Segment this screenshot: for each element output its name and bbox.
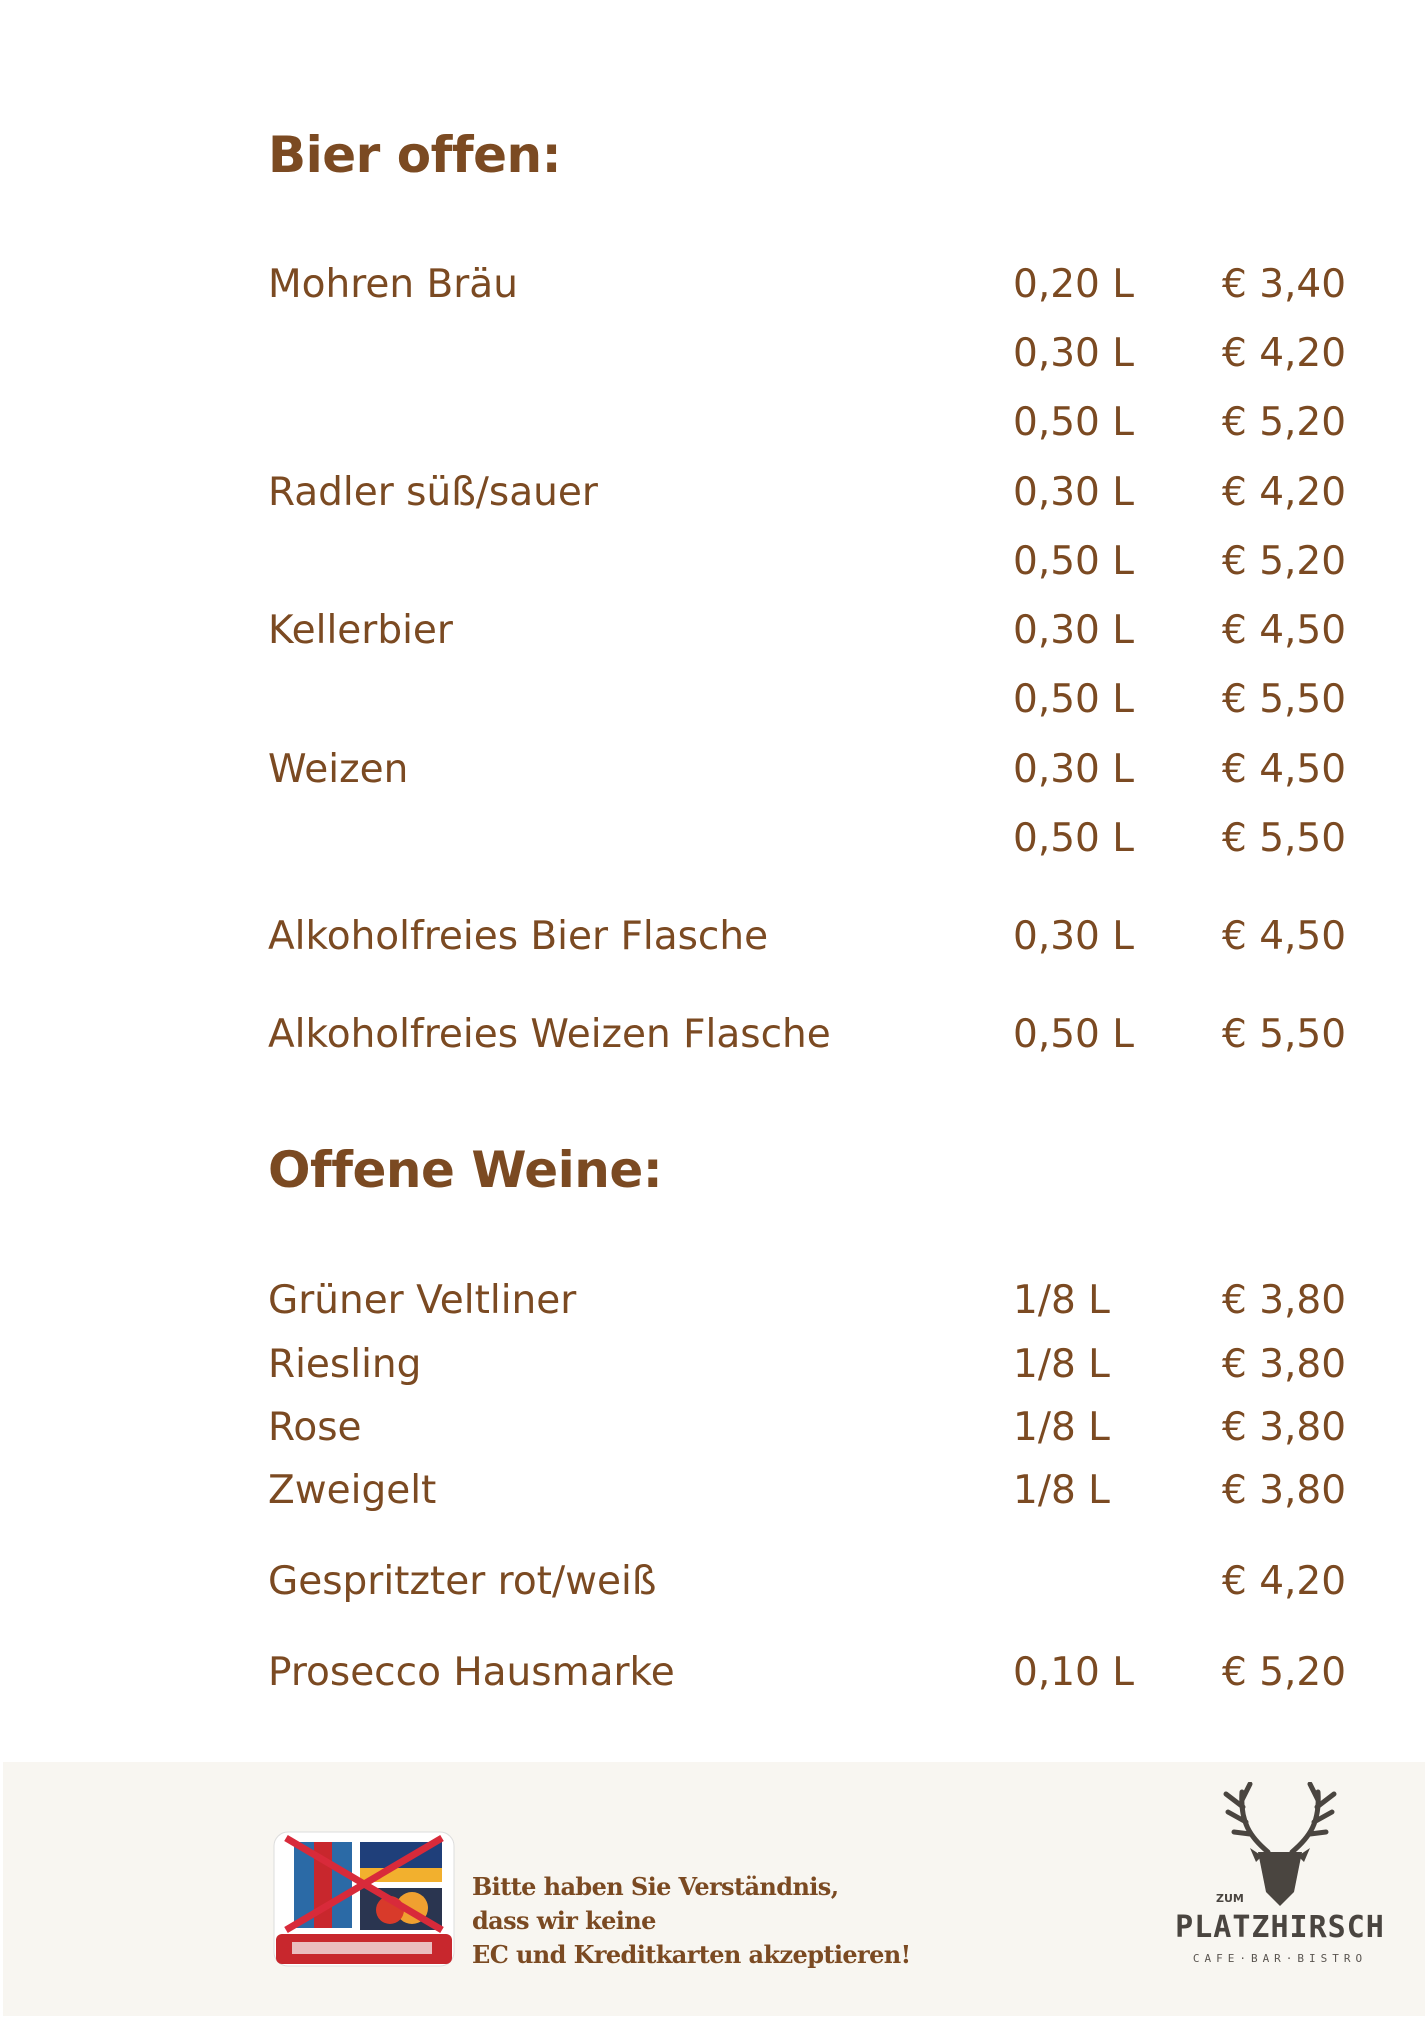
item-price: € 4,20	[1222, 470, 1347, 515]
item-price: € 3,80	[1222, 1405, 1347, 1450]
item-price: € 5,20	[1222, 539, 1347, 584]
menu-item: Prosecco Hausmarke 0,10 L € 5,20	[0, 1648, 1428, 1698]
payment-note-line: EC und Kreditkarten akzeptieren!	[472, 1940, 911, 1969]
wine-heading: Offene Weine:	[268, 1141, 663, 1199]
menu-item: Weizen 0,30 L € 4,50	[0, 745, 1428, 795]
menu-item: Kellerbier 0,30 L € 4,50	[0, 606, 1428, 656]
item-name: Prosecco Hausmarke	[268, 1650, 675, 1695]
item-price: € 3,80	[1222, 1278, 1347, 1323]
item-price: € 3,40	[1222, 262, 1347, 307]
item-price: € 3,80	[1222, 1468, 1347, 1513]
menu-item: Grüner Veltliner 1/8 L € 3,80	[0, 1276, 1428, 1326]
footer	[3, 1762, 1425, 2016]
platzhirsch-logo: ZUM PLATZHIRSCH CAFE·BAR·BISTRO	[1160, 1782, 1400, 1982]
item-volume: 0,50 L	[1013, 677, 1134, 722]
item-name: Radler süß/sauer	[268, 470, 598, 515]
item-volume: 0,50 L	[1013, 816, 1134, 861]
item-price: € 4,50	[1222, 747, 1347, 792]
menu-item: 0,30 L € 4,20	[0, 329, 1428, 379]
item-price: € 5,50	[1222, 677, 1347, 722]
item-volume: 1/8 L	[1013, 1278, 1110, 1323]
logo-subtitle: CAFE·BAR·BISTRO	[1192, 1952, 1368, 1965]
menu-item: 0,50 L € 5,20	[0, 398, 1428, 448]
menu-item: Alkoholfreies Weizen Flasche 0,50 L € 5,50	[0, 1010, 1428, 1060]
item-volume: 0,50 L	[1013, 539, 1134, 584]
item-volume: 0,30 L	[1013, 608, 1134, 653]
item-volume: 1/8 L	[1013, 1405, 1110, 1450]
stag-head-icon	[1223, 1782, 1337, 1906]
menu-item: Riesling 1/8 L € 3,80	[0, 1340, 1428, 1390]
logo-small-text: ZUM	[1216, 1892, 1244, 1905]
item-name: Rose	[268, 1405, 362, 1450]
menu-item: Alkoholfreies Bier Flasche 0,30 L € 4,50	[0, 912, 1428, 962]
item-volume: 0,30 L	[1013, 470, 1134, 515]
item-volume: 0,50 L	[1013, 1012, 1134, 1057]
item-price: € 5,50	[1222, 1012, 1347, 1057]
item-volume: 0,50 L	[1013, 400, 1134, 445]
item-price: € 5,20	[1222, 400, 1347, 445]
item-price: € 3,80	[1222, 1342, 1347, 1387]
menu-item: 0,50 L € 5,50	[0, 814, 1428, 864]
item-name: Mohren Bräu	[268, 262, 518, 307]
menu-item: Rose 1/8 L € 3,80	[0, 1403, 1428, 1453]
item-name: Weizen	[268, 747, 409, 792]
item-price: € 4,20	[1222, 331, 1347, 376]
item-name: Riesling	[268, 1342, 422, 1387]
menu-item: Gespritzter rot/weiß € 4,20	[0, 1557, 1428, 1607]
item-name: Alkoholfreies Weizen Flasche	[268, 1012, 831, 1057]
item-volume: 0,30 L	[1013, 914, 1134, 959]
item-name: Alkoholfreies Bier Flasche	[268, 914, 769, 959]
item-volume: 0,10 L	[1013, 1650, 1134, 1695]
payment-note-line: dass wir keine	[472, 1906, 656, 1935]
item-volume: 0,30 L	[1013, 331, 1134, 376]
item-name: Gespritzter rot/weiß	[268, 1559, 657, 1604]
item-volume: 1/8 L	[1013, 1468, 1110, 1513]
item-name: Grüner Veltliner	[268, 1278, 577, 1323]
menu-item: 0,50 L € 5,20	[0, 537, 1428, 587]
item-price: € 5,20	[1222, 1650, 1347, 1695]
no-card-payment-icon	[273, 1831, 455, 1967]
item-volume: 0,30 L	[1013, 747, 1134, 792]
item-volume: 1/8 L	[1013, 1342, 1110, 1387]
logo-name: PLATZHIRSCH	[1175, 1910, 1385, 1945]
item-price: € 4,50	[1222, 608, 1347, 653]
item-name: Kellerbier	[268, 608, 453, 653]
item-price: € 5,50	[1222, 816, 1347, 861]
item-name: Zweigelt	[268, 1468, 437, 1513]
payment-note-line: Bitte haben Sie Verständnis,	[472, 1872, 839, 1901]
item-volume: 0,20 L	[1013, 262, 1134, 307]
menu-item: Zweigelt 1/8 L € 3,80	[0, 1466, 1428, 1516]
item-price: € 4,50	[1222, 914, 1347, 959]
menu-item: Radler süß/sauer 0,30 L € 4,20	[0, 468, 1428, 518]
menu-item: 0,50 L € 5,50	[0, 675, 1428, 725]
beer-heading: Bier offen:	[268, 126, 562, 184]
menu-item: Mohren Bräu 0,20 L € 3,40	[0, 260, 1428, 310]
item-price: € 4,20	[1222, 1559, 1347, 1604]
payment-note: Bitte haben Sie Verständnis, dass wir ke…	[472, 1870, 911, 1972]
